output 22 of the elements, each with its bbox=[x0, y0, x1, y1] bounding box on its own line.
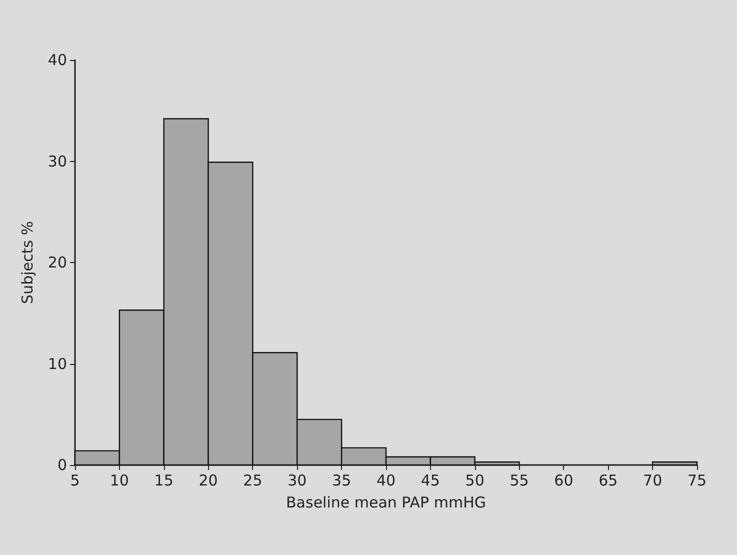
x-tick-label: 30 bbox=[288, 472, 307, 490]
y-tick-label: 20 bbox=[48, 254, 67, 272]
x-tick-label: 65 bbox=[598, 472, 618, 490]
x-axis-title: Baseline mean PAP mmHG bbox=[286, 494, 486, 512]
x-tick-label: 35 bbox=[332, 472, 352, 490]
x-tick-label: 50 bbox=[465, 472, 484, 490]
x-tick-label: 25 bbox=[243, 472, 262, 490]
x-tick-label: 60 bbox=[554, 472, 574, 490]
x-tick-label: 75 bbox=[687, 472, 707, 490]
x-tick-label: 45 bbox=[420, 472, 440, 490]
y-tick-label: 40 bbox=[48, 51, 67, 69]
x-tick-label: 70 bbox=[643, 472, 662, 490]
x-tick-label: 10 bbox=[110, 472, 129, 490]
x-tick-label: 40 bbox=[376, 472, 396, 490]
y-axis-title: Subjects % bbox=[18, 221, 36, 304]
x-tick-label: 15 bbox=[154, 472, 174, 490]
y-tick-label: 30 bbox=[48, 152, 67, 170]
y-tick-label: 0 bbox=[57, 456, 67, 474]
x-tick-label: 5 bbox=[70, 472, 80, 490]
y-tick-label: 10 bbox=[48, 354, 67, 373]
x-tick-label: 20 bbox=[198, 472, 218, 490]
x-tick-label: 55 bbox=[510, 472, 529, 490]
